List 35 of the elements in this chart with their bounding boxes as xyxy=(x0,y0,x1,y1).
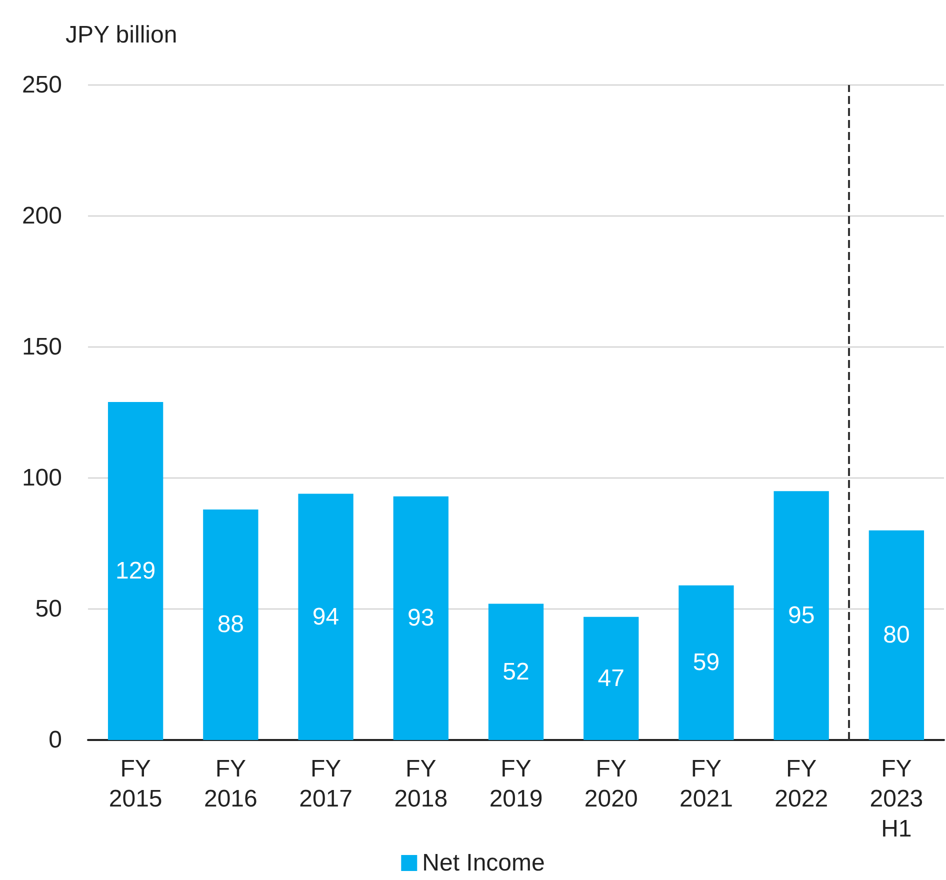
bar xyxy=(108,402,164,740)
legend-label: Net Income xyxy=(422,850,545,876)
data-label: 88 xyxy=(217,611,244,638)
x-tick-label: FY 2016 xyxy=(204,756,258,812)
x-tick-label: FY 2022 xyxy=(774,756,828,812)
y-axis-title: JPY billion xyxy=(66,22,178,48)
x-tick-label: FY 2017 xyxy=(299,756,352,812)
x-tick-label: FY 2018 xyxy=(394,756,448,812)
bar xyxy=(584,616,639,740)
bar xyxy=(678,585,734,740)
y-tick-label: 50 xyxy=(35,596,62,622)
bar xyxy=(774,491,829,740)
bar xyxy=(393,496,448,740)
data-label: 47 xyxy=(598,664,624,692)
y-tick-label: 200 xyxy=(22,202,62,230)
x-tick-label: FY 2021 xyxy=(680,756,733,812)
y-tick-label: 100 xyxy=(22,464,62,492)
data-label: 94 xyxy=(312,603,340,630)
bar xyxy=(488,604,544,740)
y-tick-label: 0 xyxy=(48,726,62,754)
bar xyxy=(298,494,354,740)
bar xyxy=(203,509,258,740)
data-label: 59 xyxy=(692,649,720,676)
x-tick-label: FY 2023 H1 xyxy=(870,756,924,842)
y-tick-label: 150 xyxy=(22,334,62,360)
bar xyxy=(868,530,924,740)
x-tick-label: FY 2015 xyxy=(108,756,162,812)
x-tick-label: FY 2019 xyxy=(489,756,543,812)
data-label: 95 xyxy=(788,602,815,630)
data-label: 129 xyxy=(116,558,156,585)
data-label: 93 xyxy=(408,604,434,632)
data-label: 80 xyxy=(883,622,910,649)
x-tick-label: FY 2020 xyxy=(584,756,638,812)
data-label: 52 xyxy=(502,658,530,686)
y-tick-label: 250 xyxy=(22,72,62,98)
